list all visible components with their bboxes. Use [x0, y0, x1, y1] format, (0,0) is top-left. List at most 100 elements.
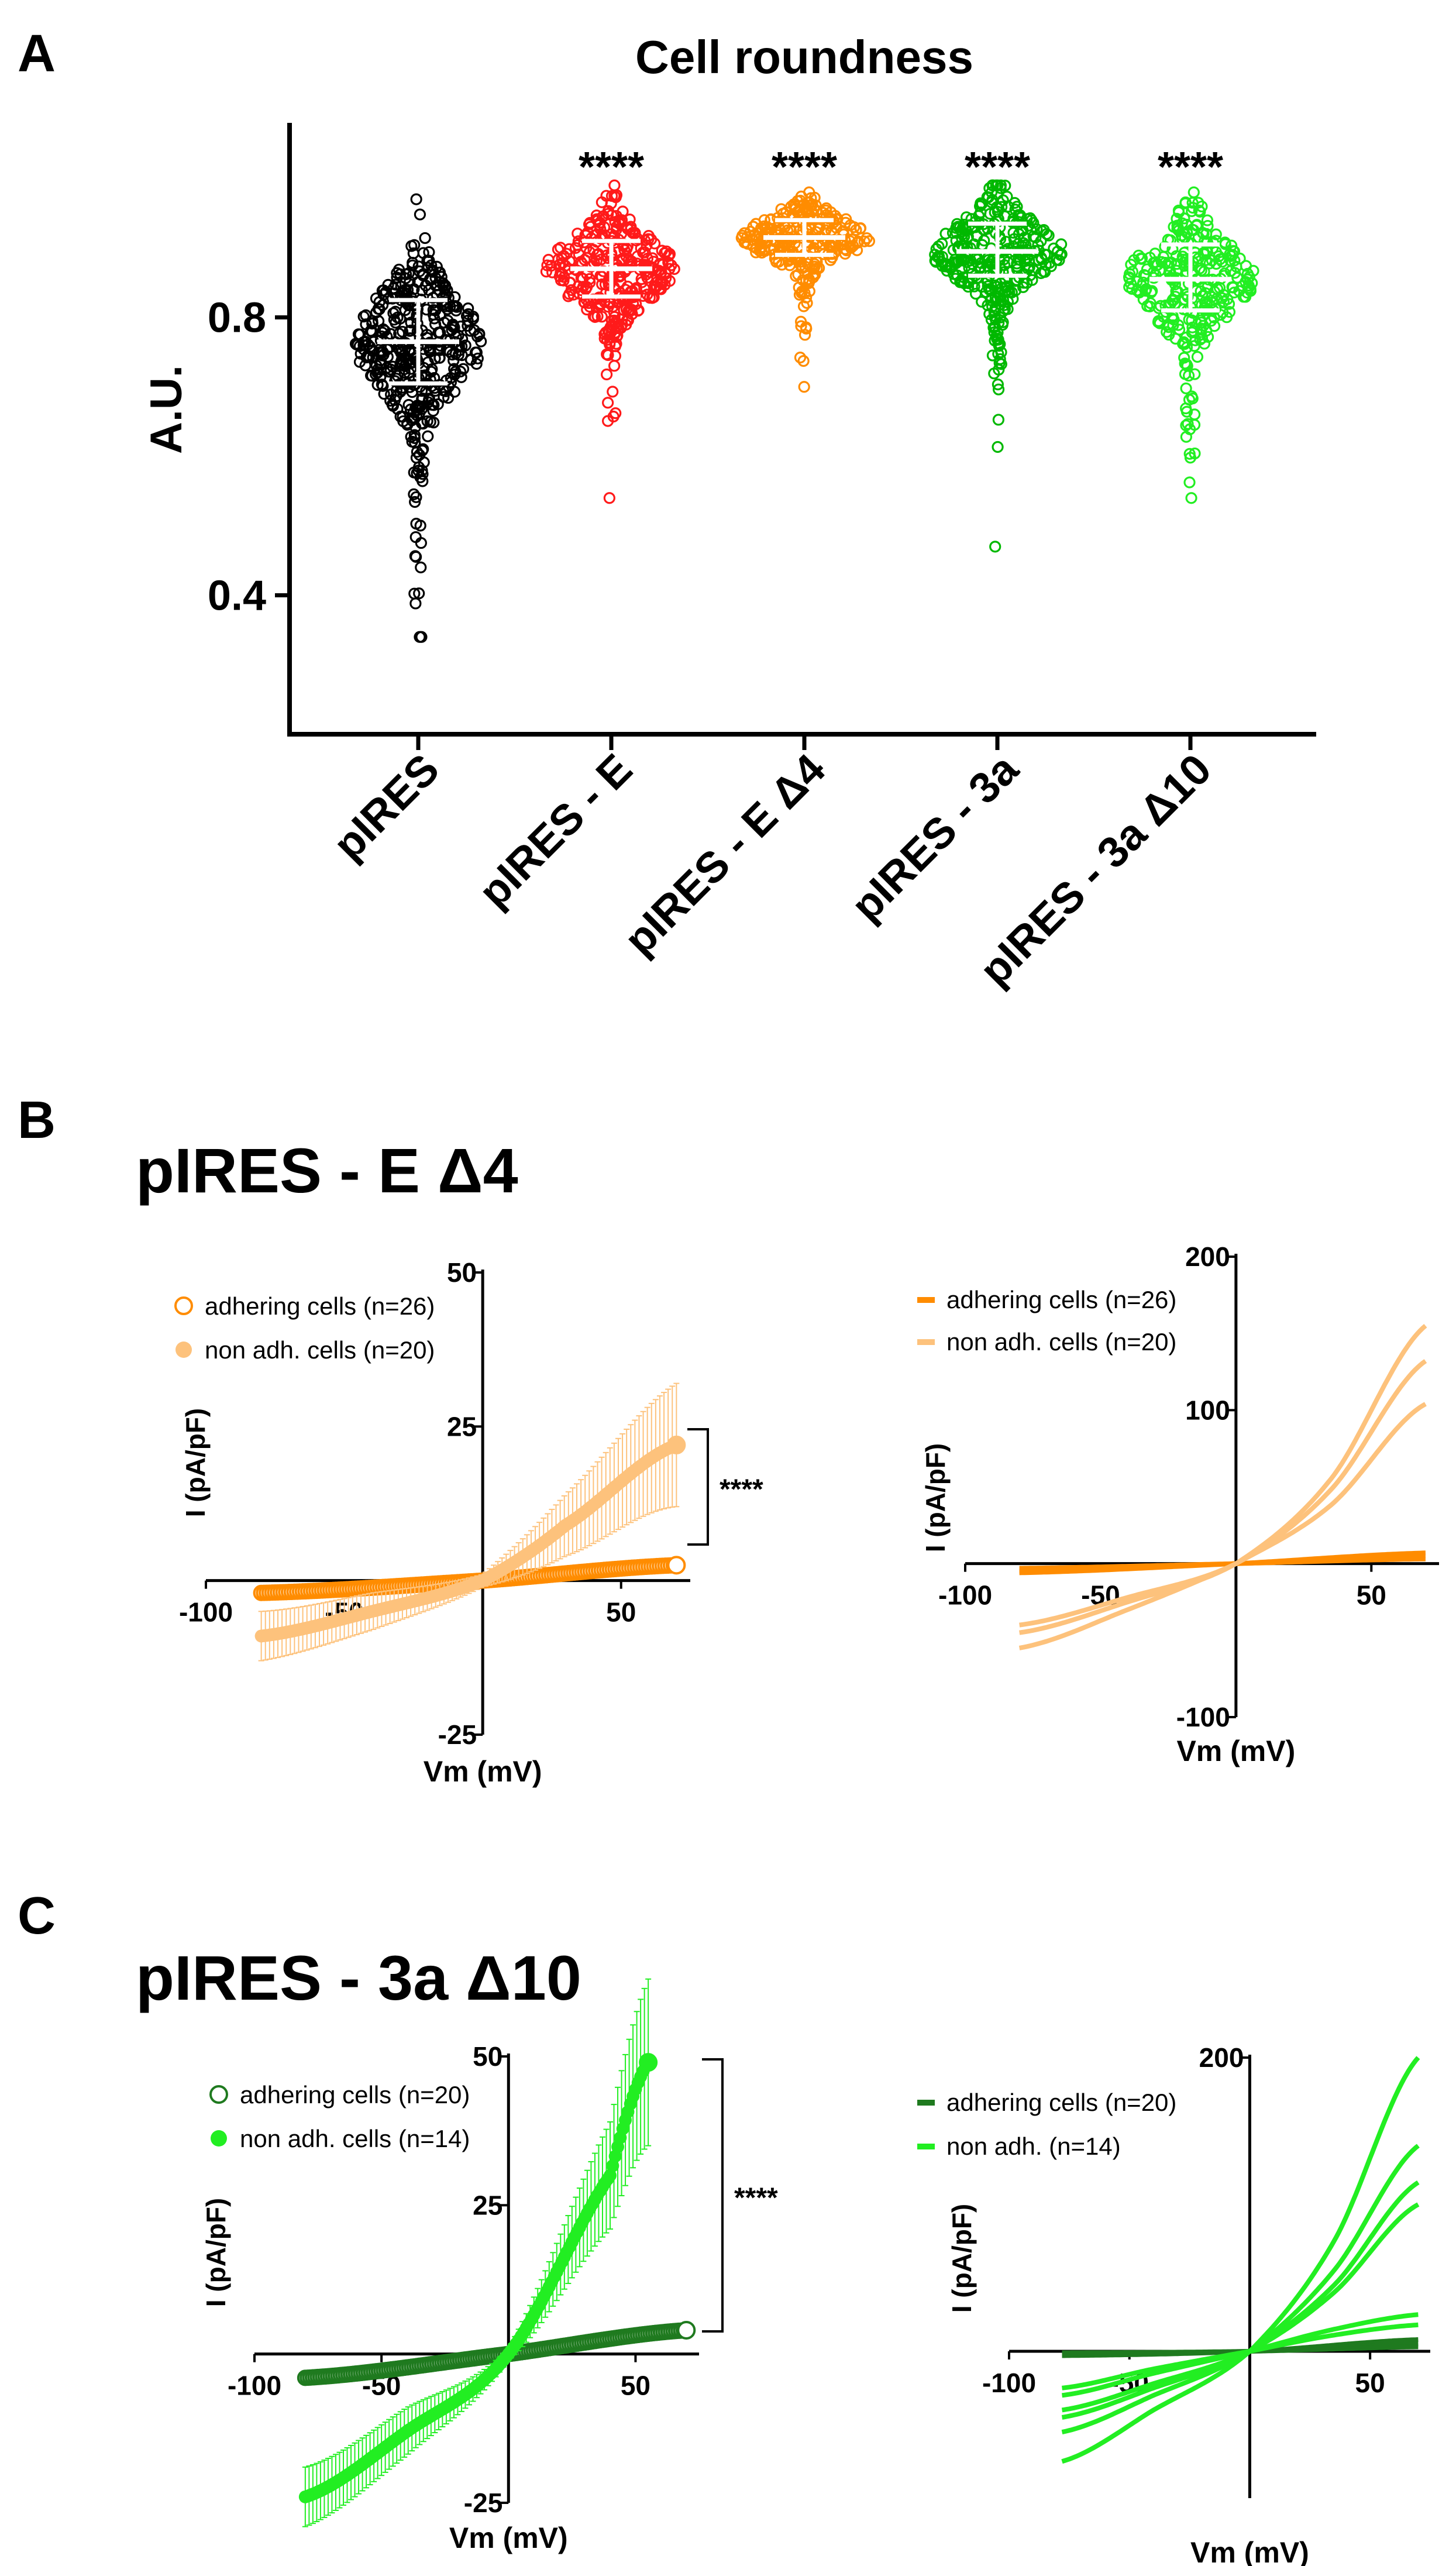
y-tick-label: -25 [464, 2488, 502, 2518]
data-point [416, 465, 428, 477]
data-point [944, 262, 956, 274]
data-point [421, 415, 433, 428]
data-point [1247, 264, 1259, 277]
data-point [1001, 191, 1013, 203]
data-point [756, 241, 768, 253]
data-point [808, 191, 821, 204]
data-point [994, 295, 1007, 307]
data-point [390, 278, 402, 291]
data-point [656, 259, 669, 271]
data-point [377, 380, 389, 392]
data-point [1038, 223, 1050, 236]
data-point [541, 259, 553, 271]
data-point [1241, 273, 1254, 286]
data-point [410, 193, 422, 205]
data-point [812, 223, 825, 235]
data-point [1154, 264, 1166, 277]
series-1 [298, 1978, 658, 2527]
data-point [414, 520, 426, 532]
data-point [457, 363, 470, 375]
legend-label: non adh. cells (n=20) [205, 1336, 435, 1364]
chart-a-category-label: pIRES - E Δ4 [615, 745, 834, 964]
data-point [639, 246, 651, 259]
x-tick-label: -100 [938, 1580, 992, 1611]
data-point [800, 321, 812, 333]
chart-a-title: Cell roundness [635, 31, 973, 83]
data-point [1205, 315, 1217, 327]
data-point [408, 432, 421, 444]
data-point [591, 215, 604, 227]
data-point [596, 196, 608, 208]
data-point [655, 266, 667, 278]
data-point [956, 274, 968, 287]
data-point [992, 378, 1004, 391]
y-axis-label: I (pA/pF) [920, 1443, 951, 1553]
data-point [427, 405, 439, 417]
x-axis-label: Vm (mV) [449, 2522, 568, 2554]
data-point [801, 297, 813, 309]
marker [604, 2169, 617, 2182]
data-point [1200, 254, 1212, 266]
y-axis-label: I (pA/pF) [180, 1408, 211, 1518]
data-point [1240, 291, 1252, 303]
data-point [400, 283, 412, 295]
data-point [660, 245, 673, 257]
data-point [370, 360, 383, 372]
data-point [992, 383, 1005, 395]
data-point [617, 293, 629, 305]
data-point [808, 260, 821, 273]
data-point [803, 277, 815, 290]
y-tick-label: 50 [473, 2041, 502, 2072]
data-point [1182, 418, 1194, 430]
data-point [989, 321, 1001, 333]
data-point [1214, 253, 1226, 266]
legend-swatch [209, 2085, 228, 2104]
data-point [373, 315, 385, 327]
data-point [419, 232, 431, 245]
data-point [1128, 254, 1140, 266]
data-point [1171, 258, 1183, 270]
data-point [471, 352, 484, 364]
data-point [581, 303, 593, 316]
series-0 [1019, 1550, 1426, 1576]
data-point [438, 391, 450, 403]
data-point [1123, 272, 1135, 284]
data-point [1180, 226, 1193, 238]
data-point [1178, 336, 1190, 348]
data-point [1195, 326, 1207, 338]
data-point [744, 225, 757, 238]
data-point [1180, 419, 1192, 432]
data-point [437, 279, 449, 291]
data-point [409, 597, 422, 610]
data-point [388, 314, 400, 326]
data-point [434, 344, 446, 356]
significance-bracket [687, 1428, 709, 1546]
data-point [999, 180, 1011, 192]
data-point [1185, 492, 1197, 504]
data-point [617, 205, 629, 218]
data-point [413, 587, 425, 600]
data-point [641, 271, 653, 284]
data-point [1227, 281, 1239, 294]
data-point [794, 352, 807, 364]
data-point [605, 209, 618, 222]
chart-a-series-4 [1123, 186, 1259, 504]
data-point [423, 254, 435, 267]
data-point [618, 304, 630, 317]
data-point [1141, 263, 1154, 276]
data-point [428, 312, 440, 325]
legend-swatch [211, 2130, 227, 2147]
data-point [409, 550, 421, 562]
data-point [621, 243, 633, 255]
data-point [598, 332, 611, 345]
data-point [1191, 350, 1204, 363]
x-tick-label: 50 [1355, 2368, 1385, 2398]
legend-swatch [175, 1342, 192, 1358]
data-point [1023, 254, 1035, 267]
data-point [803, 273, 815, 286]
data-point [996, 319, 1008, 331]
